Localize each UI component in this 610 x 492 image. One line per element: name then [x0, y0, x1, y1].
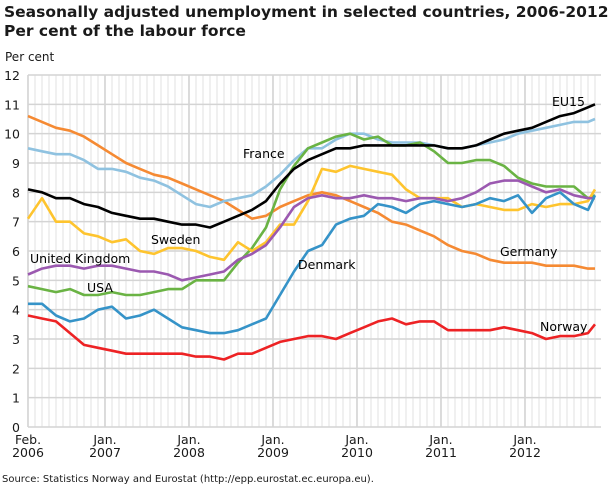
y-tick-label: 10	[4, 127, 20, 142]
grid	[27, 74, 601, 428]
series-label-united-kingdom: United Kingdom	[30, 251, 130, 266]
y-tick-label: 9	[12, 156, 20, 171]
series-line-denmark	[28, 191, 597, 335]
series-line-norway	[27, 314, 597, 361]
series-line-germany	[27, 114, 595, 270]
x-tick-label: 2006	[12, 445, 44, 460]
x-tick-label: 2009	[257, 445, 289, 460]
x-tick-label: 2012	[509, 445, 541, 460]
source-note: Source: Statistics Norway and Eurostat (…	[2, 474, 374, 485]
series-line-united-kingdom	[27, 179, 595, 282]
y-tick-label: 7	[12, 215, 20, 230]
series-label-germany: Germany	[500, 244, 558, 259]
x-tick-label: 2008	[173, 445, 205, 460]
series-label-france: France	[243, 146, 285, 161]
series-labels: France EU15 Sweden United Kingdom USA De…	[30, 94, 588, 334]
series-label-eu15: EU15	[552, 94, 585, 109]
x-tick-label: 2011	[425, 445, 457, 460]
y-tick-label: 2	[12, 361, 20, 376]
x-tick-label: 2010	[341, 445, 373, 460]
series-line-eu15	[27, 103, 596, 229]
y-tick-label: 3	[12, 332, 20, 347]
y-tick-label: 4	[12, 303, 20, 318]
y-tick-label: 0	[12, 420, 20, 435]
y-tick-label: 6	[12, 244, 20, 259]
y-tick-label: 12	[4, 68, 20, 83]
y-tick-label: 11	[4, 97, 20, 112]
x-tick-label: Jan.	[344, 432, 368, 447]
y-tick-label: 5	[12, 273, 20, 288]
series-lines	[26, 103, 597, 361]
x-tick-label: Jan.	[176, 432, 200, 447]
y-axis-label: Per cent	[5, 50, 55, 64]
x-tick-label: Jan.	[92, 432, 116, 447]
chart-subtitle: Per cent of the labour force	[4, 22, 246, 40]
x-tick-label: 2007	[89, 445, 121, 460]
y-tick-label: 1	[12, 391, 20, 406]
x-tick-label: Feb.	[15, 432, 41, 447]
series-label-sweden: Sweden	[151, 232, 200, 247]
series-line-france	[27, 117, 596, 209]
series-line-usa	[27, 132, 596, 297]
series-label-usa: USA	[87, 280, 113, 295]
x-tick-label: Jan.	[260, 432, 284, 447]
series-line-sweden	[26, 164, 597, 262]
y-tick-label: 8	[12, 185, 20, 200]
series-label-denmark: Denmark	[298, 257, 356, 272]
x-tick-label: Jan.	[512, 432, 536, 447]
series-label-norway: Norway	[540, 319, 588, 334]
x-tick-label: Jan.	[428, 432, 452, 447]
chart-title: Seasonally adjusted unemployment in sele…	[4, 3, 610, 21]
x-ticks: Feb.2006Jan.2007Jan.2008Jan.2009Jan.2010…	[12, 432, 541, 460]
